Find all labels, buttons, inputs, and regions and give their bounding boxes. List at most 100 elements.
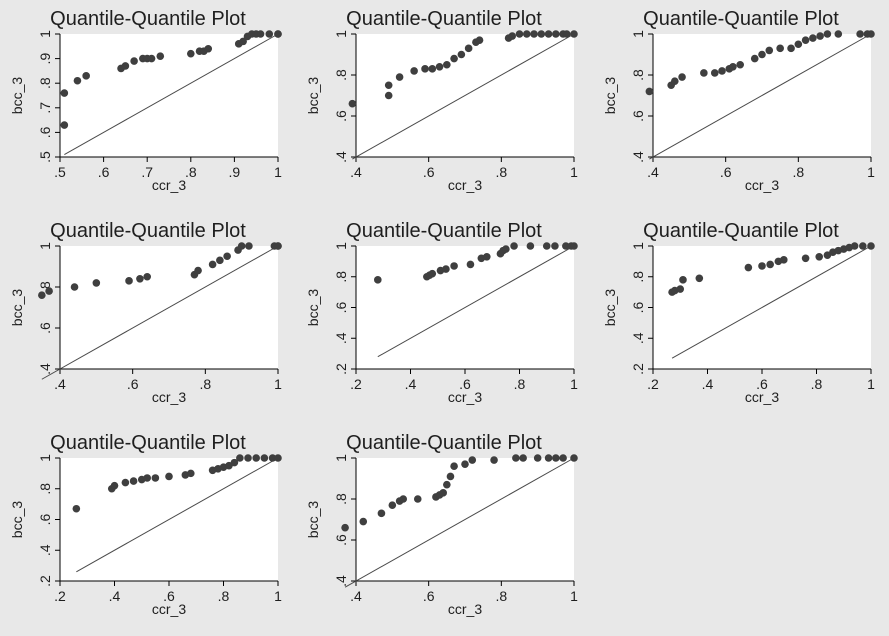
reference-line bbox=[377, 245, 575, 358]
chart-svg: .2 .4 .6 .8 1 .2 .4 .6 .8 1 ccr_3 bcc_3 bbox=[602, 242, 875, 405]
data-point bbox=[678, 73, 686, 81]
data-point bbox=[223, 252, 231, 261]
y-tick-label: .8 bbox=[630, 69, 646, 81]
data-point bbox=[110, 481, 119, 490]
data-point bbox=[388, 501, 397, 509]
data-point bbox=[156, 52, 165, 60]
data-point bbox=[570, 30, 578, 38]
data-point bbox=[552, 30, 560, 38]
data-point bbox=[260, 454, 269, 462]
data-point bbox=[237, 242, 246, 250]
data-point bbox=[765, 46, 774, 55]
data-point bbox=[794, 40, 803, 49]
reference-line bbox=[649, 33, 872, 160]
data-point bbox=[544, 30, 553, 38]
data-point bbox=[265, 30, 274, 38]
y-tick-label: .6 bbox=[37, 322, 53, 334]
data-point bbox=[143, 474, 151, 482]
data-point bbox=[801, 36, 810, 44]
y-tick-label: .6 bbox=[630, 301, 646, 313]
qq-plot-panel-4: Quantile-Quantile Plot .4 .6 .8 1 .4 .6 .8 1 ccr_… bbox=[0, 212, 296, 424]
y-tick-label: .4 bbox=[630, 332, 646, 344]
y-tick-label: .4 bbox=[333, 332, 349, 344]
x-axis-label: ccr_3 bbox=[152, 177, 186, 193]
x-tick-label: .6 bbox=[423, 164, 435, 180]
data-point bbox=[204, 44, 213, 53]
data-point bbox=[544, 454, 553, 462]
data-point bbox=[530, 30, 538, 38]
x-tick-label: .8 bbox=[495, 588, 507, 604]
data-point bbox=[413, 495, 422, 503]
y-tick-label: 1 bbox=[37, 242, 53, 250]
x-axis-label: ccr_3 bbox=[745, 389, 779, 405]
data-point bbox=[850, 242, 859, 250]
data-point bbox=[274, 30, 282, 38]
data-point bbox=[72, 504, 81, 513]
chart-svg: .5 .6 .7 .8 .9 1 .5 .6 .7 .8 .9 1 ccr_3 bcc_3 bbox=[9, 30, 282, 193]
y-tick-label: .6 bbox=[37, 513, 53, 525]
y-tick-label: .8 bbox=[630, 271, 646, 283]
data-point bbox=[522, 30, 531, 38]
data-point bbox=[446, 472, 455, 481]
data-point bbox=[856, 30, 864, 38]
x-tick-label: .8 bbox=[218, 588, 230, 604]
x-tick-label: .6 bbox=[720, 164, 732, 180]
data-point bbox=[443, 60, 451, 69]
x-tick-label: 1 bbox=[867, 376, 875, 392]
data-point bbox=[780, 256, 788, 264]
x-tick-label: .6 bbox=[163, 588, 175, 604]
y-tick-label: .5 bbox=[37, 151, 53, 163]
y-axis-label: bcc_3 bbox=[9, 289, 25, 327]
data-point bbox=[766, 260, 774, 269]
data-point bbox=[439, 489, 447, 497]
x-tick-label: .9 bbox=[229, 164, 241, 180]
chart-svg: .4 .6 .8 1 .4 .6 .8 1 ccr_3 bcc_3 bbox=[305, 454, 578, 617]
reference-line bbox=[41, 245, 279, 380]
data-point bbox=[121, 62, 130, 70]
data-point bbox=[562, 30, 571, 38]
y-tick-label: 1 bbox=[333, 242, 349, 250]
data-point bbox=[92, 279, 101, 287]
data-point bbox=[758, 262, 766, 270]
x-tick-label: .4 bbox=[54, 376, 66, 392]
data-point bbox=[502, 245, 510, 253]
y-tick-label: .6 bbox=[333, 110, 349, 122]
x-tick-label: .6 bbox=[98, 164, 110, 180]
data-point bbox=[73, 76, 82, 85]
x-tick-label: .8 bbox=[811, 376, 823, 392]
x-tick-label: .8 bbox=[495, 164, 507, 180]
data-point bbox=[815, 252, 824, 261]
x-tick-label: 1 bbox=[274, 588, 282, 604]
qq-plot-panel-3: Quantile-Quantile Plot .4 .6 .8 1 .4 .6 .8 1 ccr_… bbox=[593, 0, 889, 212]
x-tick-label: .8 bbox=[199, 376, 211, 392]
data-point bbox=[475, 36, 484, 44]
data-point bbox=[512, 454, 520, 462]
data-point bbox=[729, 63, 737, 71]
x-tick-label: .4 bbox=[702, 376, 714, 392]
data-point bbox=[239, 37, 247, 46]
data-point bbox=[450, 262, 458, 270]
data-point bbox=[867, 242, 875, 250]
data-point bbox=[268, 454, 277, 462]
data-point bbox=[823, 30, 832, 38]
data-point bbox=[359, 517, 368, 526]
chart-svg: .2 .4 .6 .8 1 .2 .4 .6 .8 1 ccr_3 bcc_3 bbox=[9, 454, 282, 617]
reference-line bbox=[671, 245, 872, 359]
data-point bbox=[216, 256, 224, 265]
data-point bbox=[859, 242, 867, 250]
y-tick-label: .4 bbox=[37, 363, 53, 375]
qq-plot-panel-6: Quantile-Quantile Plot .2 .4 .6 .8 1 .2 .4 .6 .8 1… bbox=[593, 212, 889, 424]
data-point bbox=[130, 57, 138, 65]
qq-plot-panel-7: Quantile-Quantile Plot .2 .4 .6 .8 1 .2 .4 .6 .8 1… bbox=[0, 424, 296, 636]
data-point bbox=[82, 72, 90, 80]
x-axis-label: ccr_3 bbox=[448, 601, 482, 617]
y-tick-label: 1 bbox=[630, 30, 646, 38]
x-tick-label: .6 bbox=[756, 376, 768, 392]
data-point bbox=[395, 73, 404, 81]
data-point bbox=[374, 276, 382, 284]
data-point bbox=[194, 266, 202, 275]
y-axis-label: bcc_3 bbox=[305, 289, 321, 327]
y-tick-label: .2 bbox=[37, 575, 53, 587]
data-point bbox=[125, 277, 133, 285]
data-point bbox=[867, 30, 875, 38]
